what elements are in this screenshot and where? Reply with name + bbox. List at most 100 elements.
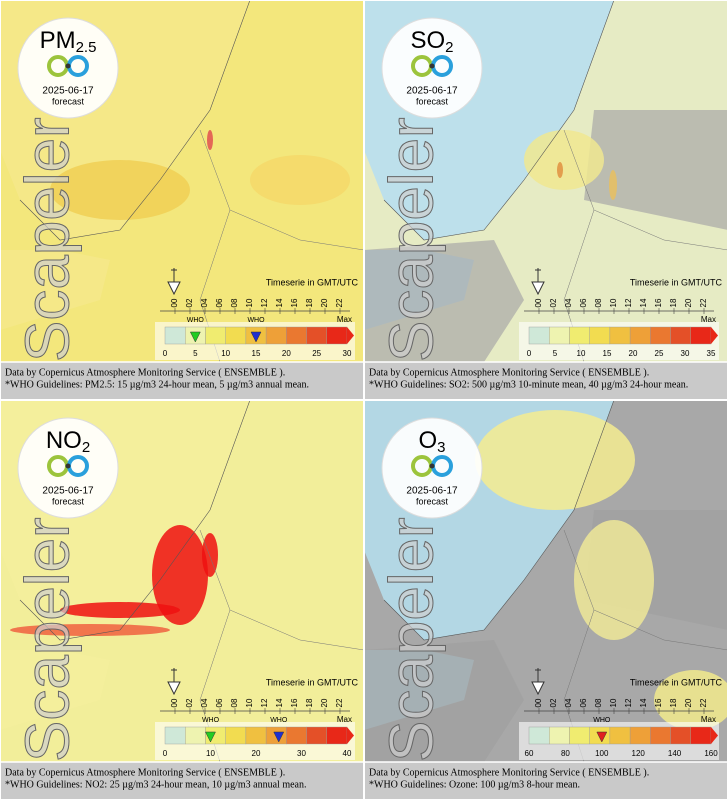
colorbar-segment xyxy=(670,726,691,745)
caption-bar xyxy=(364,762,728,800)
pollution-area xyxy=(475,410,635,510)
gray-area xyxy=(364,640,524,762)
hour-label: 14 xyxy=(639,298,648,307)
forecast-date: 2025-06-17 xyxy=(42,86,94,97)
hour-label: 10 xyxy=(245,698,254,707)
watermark: Scapeler xyxy=(13,117,82,362)
forecast-date: 2025-06-17 xyxy=(42,486,94,497)
pollution-area xyxy=(524,130,604,190)
coastline xyxy=(19,400,251,641)
who-label: WHO xyxy=(247,317,265,324)
hour-label: 22 xyxy=(335,298,344,307)
pollutant-title: SO2 xyxy=(410,27,453,56)
colorbar-segment xyxy=(326,726,348,745)
hour-label: 16 xyxy=(654,698,663,707)
scale-tick-label: 35 xyxy=(707,349,716,358)
colorbar-segment xyxy=(609,726,631,745)
scale-tick-label: 140 xyxy=(668,749,682,758)
title-subscript: 3 xyxy=(437,439,445,456)
hour-label: 00 xyxy=(170,298,179,307)
hour-label: 16 xyxy=(654,298,663,307)
hour-label: 20 xyxy=(684,698,693,707)
hour-label: 22 xyxy=(699,698,708,707)
who-marker xyxy=(189,331,201,343)
colorbar-max-arrow xyxy=(347,327,354,344)
caption-line: *WHO Guidelines: Ozone: 100 µg/m3 8-hour… xyxy=(369,779,580,790)
colorbar-segment xyxy=(670,326,691,345)
colorbar-segment xyxy=(528,326,550,345)
colorbar-max-arrow xyxy=(711,327,718,344)
caption-line: Data by Copernicus Atmosphere Monitoring… xyxy=(369,767,649,778)
scale-tick-label: 20 xyxy=(282,349,291,358)
colorbar-max-arrow xyxy=(711,727,718,744)
hour-label: 16 xyxy=(290,698,299,707)
colorbar-segment xyxy=(629,726,651,745)
colorbar-segment xyxy=(265,326,287,345)
current-time-arrow xyxy=(531,668,545,696)
timeserie-label: Timeserie in GMT/UTC xyxy=(266,277,359,287)
title-main: O xyxy=(418,427,437,454)
scale-tick-label: 0 xyxy=(527,349,532,358)
coastline xyxy=(383,0,615,241)
hour-label: 08 xyxy=(230,698,239,707)
colorbar-segment xyxy=(569,326,590,345)
hour-label: 12 xyxy=(260,298,269,307)
colorbar-segment xyxy=(569,726,590,745)
colorbar-segment xyxy=(185,726,206,745)
hour-label: 22 xyxy=(699,298,708,307)
hour-label: 20 xyxy=(320,298,329,307)
colorbar-segment xyxy=(609,326,631,345)
current-time-arrow xyxy=(167,268,181,296)
max-label: Max xyxy=(337,315,352,324)
hour-label: 20 xyxy=(320,698,329,707)
colorbar-segment xyxy=(690,326,712,345)
pollutant-title: NO2 xyxy=(46,427,90,456)
hour-label: 04 xyxy=(564,298,573,307)
colorbar-segment xyxy=(549,326,570,345)
colorbar-segment xyxy=(306,326,327,345)
hour-label: 14 xyxy=(275,298,284,307)
scale-tick-label: 0 xyxy=(163,349,168,358)
hour-label: 04 xyxy=(564,698,573,707)
sea xyxy=(0,250,110,330)
caption-line: *WHO Guidelines: SO2: 500 µg/m3 10-minut… xyxy=(369,379,688,390)
colorbar-segment xyxy=(589,326,611,345)
who-label: WHO xyxy=(270,717,288,724)
hour-label: 02 xyxy=(549,698,558,707)
pollutant-title: O3 xyxy=(418,427,445,456)
hour-label: 22 xyxy=(335,698,344,707)
scale-tick-label: 40 xyxy=(343,749,352,758)
scale-tick-label: 5 xyxy=(553,349,558,358)
colorbar-max-arrow xyxy=(347,727,354,744)
scale-tick-label: 25 xyxy=(655,349,664,358)
pollution-area xyxy=(557,162,563,178)
scale-tick-label: 30 xyxy=(681,349,690,358)
title-main: NO xyxy=(46,427,82,454)
hour-label: 18 xyxy=(669,698,678,707)
scale-tick-label: 15 xyxy=(252,349,261,358)
colorbar-segment xyxy=(225,726,247,745)
who-marker xyxy=(596,731,608,743)
watermark: Scapeler xyxy=(377,517,446,762)
hour-label: 06 xyxy=(215,298,224,307)
title-subscript: 2 xyxy=(445,39,453,56)
forecast-date: 2025-06-17 xyxy=(406,86,458,97)
scale-tick-label: 15 xyxy=(603,349,612,358)
hour-label: 00 xyxy=(534,298,543,307)
hour-label: 04 xyxy=(200,698,209,707)
scale-tick-label: 30 xyxy=(297,749,306,758)
hour-label: 08 xyxy=(594,698,603,707)
pollution-area xyxy=(10,624,170,636)
caption-bar xyxy=(364,362,728,400)
hour-label: 10 xyxy=(609,698,618,707)
scale-tick-label: 25 xyxy=(312,349,321,358)
hour-label: 18 xyxy=(305,298,314,307)
colorbar-segment xyxy=(164,726,186,745)
pollutant-title: PM2.5 xyxy=(40,27,97,56)
colorbar-segment xyxy=(690,726,712,745)
hour-label: 16 xyxy=(290,298,299,307)
logo-dot xyxy=(65,463,71,469)
hour-label: 02 xyxy=(185,298,194,307)
title-subscript: 2 xyxy=(82,439,90,456)
